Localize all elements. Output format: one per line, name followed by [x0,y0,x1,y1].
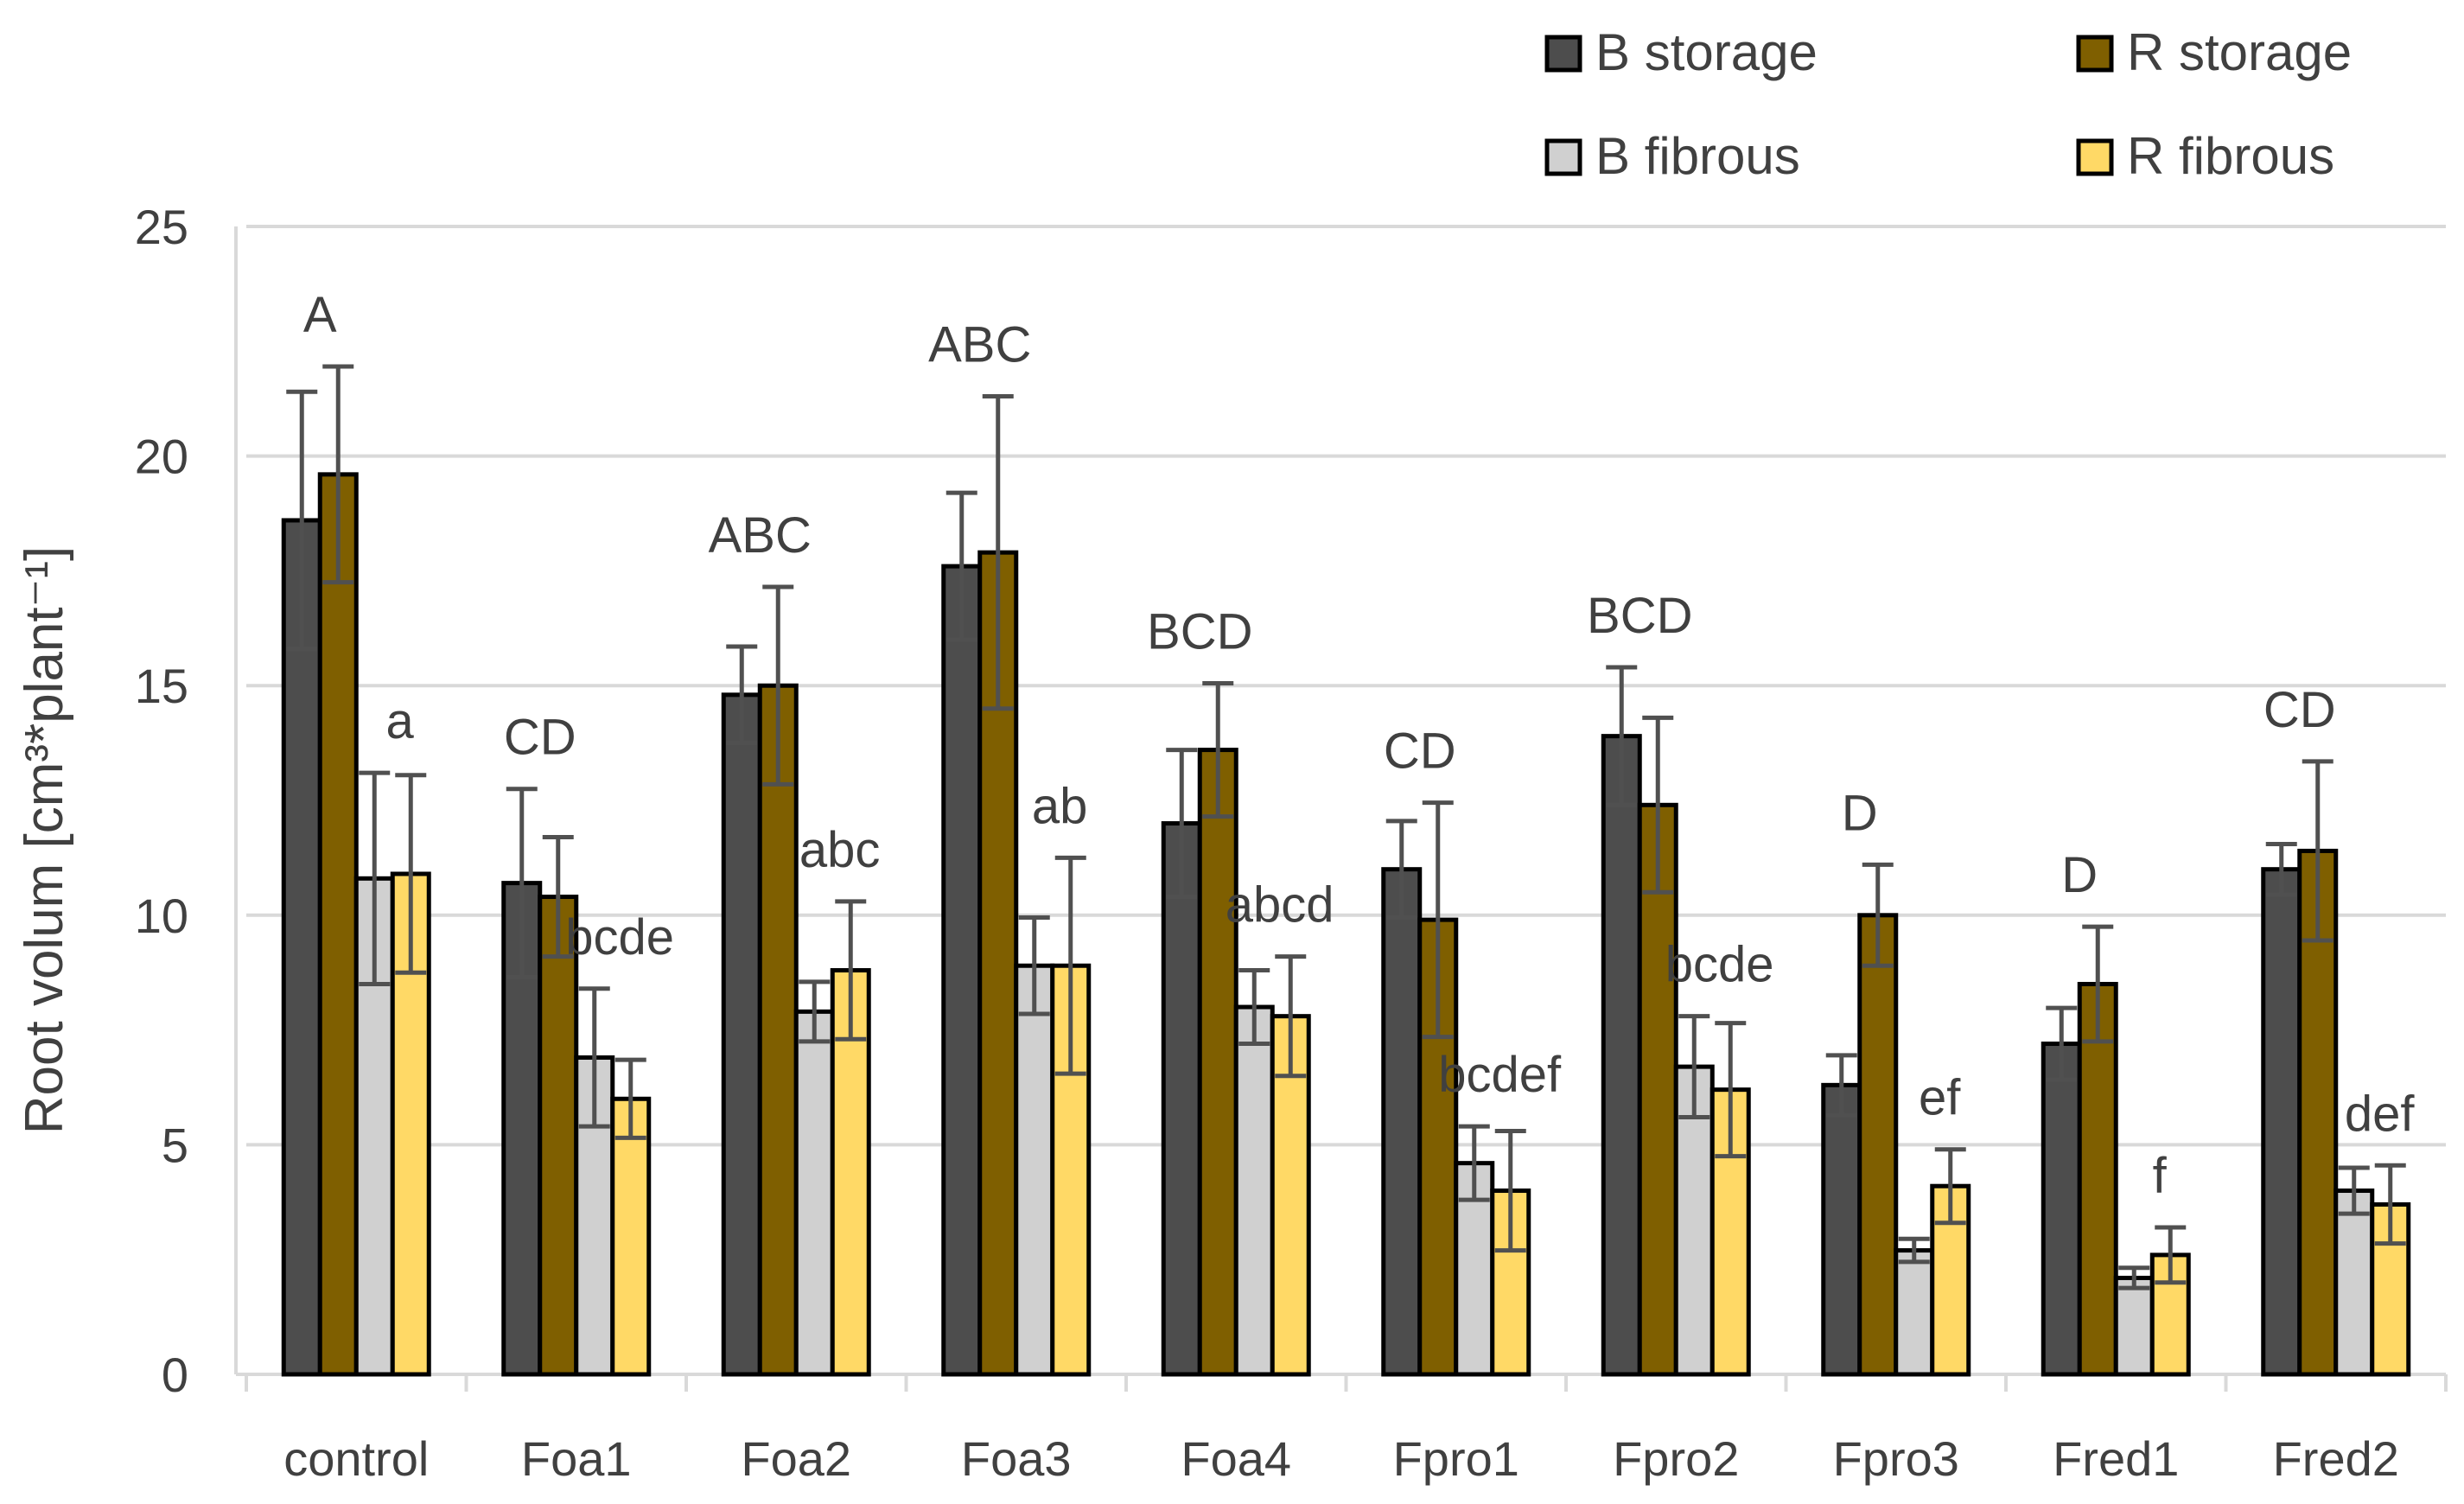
significance-letters: Aa CDbcdeABCabcABCabBCDabcdCDbcdefBCDbcde… [303,287,2415,1204]
axes: 0 5 10 15 20 25 control Foa1 Foa2 Foa3 Foa4 Fpro1 Fp… [135,200,2448,1486]
storage-significance-letter: CD [504,710,576,766]
x-tick-label: Foa1 [521,1431,632,1486]
bar [538,895,579,1377]
x-tick-label: Fpro3 [1833,1431,1959,1486]
y-tick-label: 25 [135,200,188,254]
x-tick-label: Fred1 [2053,1431,2179,1486]
bar [1857,913,1899,1377]
bar [1821,1082,1862,1377]
x-tick-label: Foa3 [961,1431,1072,1486]
bar [2333,1189,2375,1377]
fibrous-significance-letter: abc [799,822,881,878]
bar [281,518,322,1377]
bar [2077,981,2118,1377]
storage-significance-letter: A [303,287,337,343]
x-tick-label: Foa4 [1181,1431,1291,1486]
y-tick-label: 15 [135,659,188,713]
bar [2261,867,2302,1377]
bar [610,1096,652,1377]
legend-label: R storage [2127,23,2352,81]
y-tick-label: 0 [162,1348,188,1402]
bar [1197,748,1238,1377]
bar [1381,867,1423,1377]
y-tick-label: 5 [162,1118,188,1172]
legend-swatch [1544,138,1582,176]
fibrous-significance-letter: a [386,693,415,749]
bar [2041,1042,2082,1377]
storage-significance-letter: ABC [928,317,1031,373]
fibrous-significance-letter: ef [1919,1070,1961,1126]
bar [793,1009,835,1377]
x-tick-label: Fpro2 [1613,1431,1739,1486]
legend-label: B storage [1595,23,1818,81]
legend: B storage R storage B fibrous R fibrous [1544,23,2352,185]
storage-significance-letter: BCD [1147,604,1252,660]
bar [941,564,983,1377]
bar [2113,1275,2155,1377]
bar [1014,963,1055,1377]
storage-significance-letter: ABC [709,507,812,564]
legend-swatch [2076,138,2114,176]
x-tick-label: control [283,1431,429,1486]
bar [1601,734,1642,1377]
storage-significance-letter: D [2061,847,2098,903]
bar [317,472,359,1377]
legend-swatch [1544,35,1582,73]
fibrous-significance-letter: bcde [565,909,674,965]
x-tick-label: Foa2 [741,1431,851,1486]
storage-significance-letter: CD [1384,723,1456,780]
bar [1233,1004,1275,1377]
y-axis-title: Root volum [cm³*plant⁻¹] [15,546,74,1135]
bar [757,683,799,1377]
fibrous-significance-letter: f [2153,1148,2168,1204]
error-bars [286,364,2406,1291]
fibrous-significance-letter: bcde [1665,937,1774,993]
x-tick-label: Fpro1 [1393,1431,1519,1486]
fibrous-significance-letter: ab [1032,778,1088,834]
storage-significance-letter: D [1842,785,1878,841]
fibrous-significance-letter: bcdef [1438,1047,1562,1103]
bar [1161,821,1202,1377]
y-tick-label: 10 [135,889,188,943]
storage-significance-letter: BCD [1587,588,1692,644]
legend-label: B fibrous [1595,127,1800,185]
legend-swatch [2076,35,2114,73]
fibrous-significance-letter: def [2345,1086,2416,1142]
storage-significance-letter: CD [2263,682,2336,738]
legend-label: R fibrous [2127,127,2334,185]
x-tick-label: Fred2 [2273,1431,2399,1486]
bar [1894,1248,1935,1377]
fibrous-significance-letter: abcd [1226,877,1334,934]
y-tick-label: 20 [135,430,188,484]
bar [721,692,762,1377]
